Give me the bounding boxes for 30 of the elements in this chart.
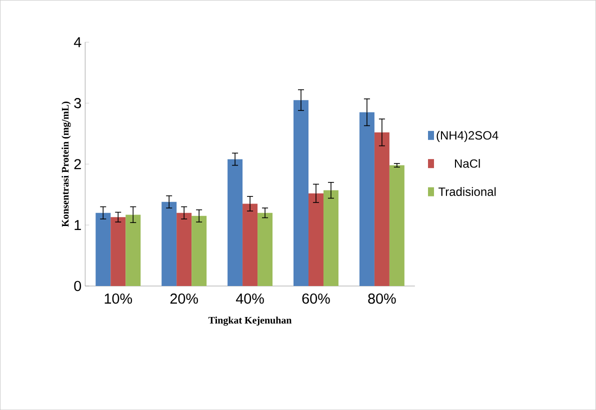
x-tick-label: 60% (302, 293, 330, 304)
bar (228, 159, 243, 286)
x-tick-label: 20% (170, 293, 198, 304)
bar (359, 112, 374, 286)
y-tick-label: 2 (74, 159, 81, 170)
bar (176, 212, 192, 286)
legend-label: (NH4)2SO4 (436, 130, 498, 142)
bar (126, 214, 141, 286)
y-tick-label: 3 (74, 98, 81, 108)
x-tick-label: 10% (104, 293, 132, 304)
bar (389, 165, 404, 286)
bar (294, 100, 308, 286)
bar (308, 193, 324, 286)
x-axis-title: Tingkat Kejenuhan (208, 316, 292, 326)
legend-label: Tradisional (438, 187, 496, 196)
bar (242, 204, 258, 286)
bar (258, 212, 273, 286)
x-tick-label: 40% (236, 293, 264, 304)
bar (110, 217, 126, 286)
bar (323, 190, 338, 286)
bar (374, 132, 390, 286)
bar (96, 212, 111, 286)
bar (162, 202, 177, 286)
legend-label: NaCl (454, 158, 480, 168)
y-tick-label: 0 (74, 280, 82, 292)
y-tick-label: 1 (74, 220, 81, 230)
y-axis-title: Konsentrasi Protein (mg/mL) (62, 102, 71, 227)
bar (192, 216, 207, 286)
y-tick-label: 4 (74, 37, 82, 48)
x-tick-label: 80% (368, 293, 396, 304)
